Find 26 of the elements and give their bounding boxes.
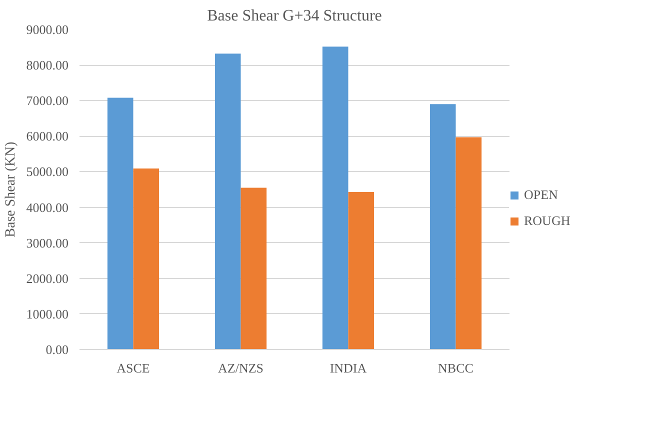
x-tick-label: AZ/NZS [218, 360, 264, 376]
y-tick-label: 1000.00 [26, 306, 68, 322]
x-tick-label: ASCE [116, 360, 150, 376]
bar [348, 192, 374, 350]
bar [133, 168, 160, 350]
bar [214, 54, 241, 350]
y-tick-label: 6000.00 [26, 128, 68, 144]
y-tick-label: 4000.00 [26, 200, 68, 215]
x-tick-label: INDIA [330, 360, 368, 376]
bar [240, 188, 267, 350]
y-tick-label: 5000.00 [26, 164, 68, 180]
bar [430, 104, 456, 350]
y-tick-label: 8000.00 [26, 58, 68, 73]
legend-label: OPEN [524, 187, 558, 203]
y-tick-label: 0.00 [46, 342, 68, 357]
bar [456, 137, 482, 350]
y-tick-label: 9000.00 [26, 22, 68, 37]
y-tick-label: 2000.00 [26, 270, 68, 286]
bar [107, 98, 134, 350]
bar [322, 46, 348, 350]
chart-title: Base Shear G+34 Structure [207, 8, 382, 24]
y-tick-label: 3000.00 [26, 235, 68, 250]
y-tick-label: 7000.00 [26, 93, 68, 108]
y-axis-title: Base Shear (KN) [3, 141, 18, 238]
x-tick-label: NBCC [438, 360, 474, 376]
legend-label: ROUGH [524, 213, 570, 229]
